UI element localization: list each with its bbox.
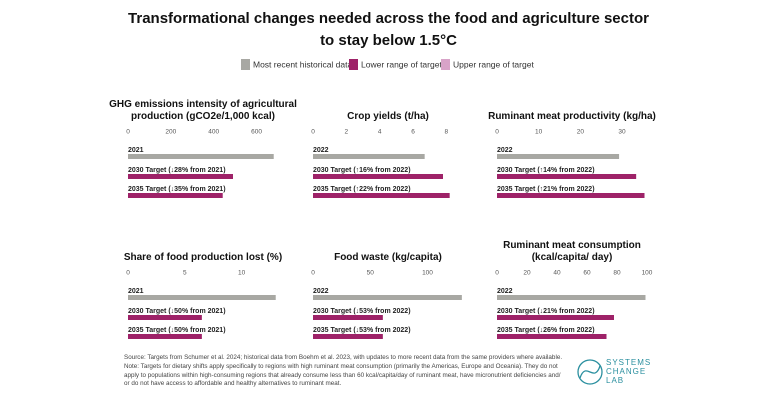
x-tick-label: 20	[577, 129, 585, 136]
bar-label: 2035 Target (↑22% from 2022)	[313, 186, 411, 193]
panel-title: Ruminant meat consumption (kcal/capita/ …	[503, 240, 641, 263]
panel-title: Ruminant meat productivity (kg/ha)	[488, 111, 656, 122]
x-tick-label: 200	[165, 129, 176, 136]
bar-label: 2035 Target (↑21% from 2022)	[497, 186, 595, 193]
bar-label: 2035 Target (↓53% from 2022)	[313, 327, 411, 334]
legend-swatch	[349, 59, 358, 70]
x-tick-label: 80	[613, 270, 621, 277]
panel-title: Food waste (kg/capita)	[334, 252, 442, 263]
bar	[497, 193, 645, 198]
bar	[497, 334, 607, 339]
bar-label: 2030 Target (↓50% from 2021)	[128, 308, 226, 315]
bar	[128, 295, 276, 300]
x-tick-label: 50	[367, 270, 375, 277]
bar-label: 2030 Target (↓21% from 2022)	[497, 308, 595, 315]
x-tick-label: 100	[422, 270, 433, 277]
x-tick-label: 100	[642, 270, 653, 277]
x-tick-label: 0	[311, 129, 315, 136]
bar	[128, 334, 202, 339]
x-tick-label: 0	[126, 129, 130, 136]
bar-label: 2030 Target (↑16% from 2022)	[313, 167, 411, 174]
panel-title: GHG emissions intensity of agricultural …	[109, 99, 297, 122]
panel-title: Crop yields (t/ha)	[347, 111, 429, 122]
x-tick-label: 0	[495, 129, 499, 136]
x-tick-label: 5	[183, 270, 187, 277]
bar-label: 2022	[497, 288, 513, 295]
bar-label: 2030 Target (↑14% from 2022)	[497, 167, 595, 174]
source: Source: Targets from Schumer et al. 2024…	[124, 354, 563, 361]
x-tick-label: 30	[618, 129, 626, 136]
bar-label: 2030 Target (↓28% from 2021)	[128, 167, 226, 174]
bar	[497, 154, 620, 159]
bar-label: 2035 Target (↓35% from 2021)	[128, 186, 226, 193]
x-tick-label: 8	[445, 129, 449, 136]
x-tick-label: 10	[535, 129, 543, 136]
x-tick-label: 0	[311, 270, 315, 277]
bar-label: 2021	[128, 288, 144, 295]
bar	[313, 154, 425, 159]
x-tick-label: 600	[251, 129, 262, 136]
legend-swatch	[241, 59, 250, 70]
bar	[128, 174, 233, 179]
legend-label: Upper range of target	[453, 59, 534, 69]
bar-label: 2030 Target (↓53% from 2022)	[313, 308, 411, 315]
logo-text: SYSTEMS	[606, 358, 651, 367]
bar	[128, 154, 274, 159]
x-tick-label: 4	[378, 129, 382, 136]
bar-label: 2021	[128, 147, 144, 154]
x-tick-label: 60	[583, 270, 591, 277]
bar	[128, 315, 202, 320]
bar	[313, 174, 443, 179]
bar	[313, 193, 450, 198]
bar	[497, 295, 646, 300]
x-tick-label: 400	[208, 129, 219, 136]
x-tick-label: 0	[495, 270, 499, 277]
note: Note: Targets for dietary shifts apply s…	[124, 363, 561, 388]
x-tick-label: 10	[238, 270, 246, 277]
bar-label: 2035 Target (↓50% from 2021)	[128, 327, 226, 334]
x-tick-label: 20	[523, 270, 531, 277]
bar	[313, 315, 383, 320]
bar	[497, 315, 614, 320]
logo-icon	[577, 359, 603, 385]
logo-text: CHANGE	[606, 367, 646, 376]
bar-label: 2022	[313, 147, 329, 154]
chart-title: Transformational changes needed across t…	[128, 10, 649, 49]
x-tick-label: 40	[553, 270, 561, 277]
x-tick-label: 2	[345, 129, 349, 136]
bar	[128, 193, 223, 198]
bar	[497, 174, 637, 179]
bar	[313, 334, 383, 339]
bar-label: 2035 Target (↓26% from 2022)	[497, 327, 595, 334]
bar	[313, 295, 462, 300]
legend-label: Most recent historical data	[253, 59, 352, 69]
logo-text: LAB	[606, 376, 624, 385]
legend-label: Lower range of target	[361, 59, 442, 69]
x-tick-label: 0	[126, 270, 130, 277]
legend-swatch	[441, 59, 450, 70]
x-tick-label: 6	[411, 129, 415, 136]
panel-title: Share of food production lost (%)	[123, 252, 283, 263]
bar-label: 2022	[313, 288, 329, 295]
bar-label: 2022	[497, 147, 513, 154]
